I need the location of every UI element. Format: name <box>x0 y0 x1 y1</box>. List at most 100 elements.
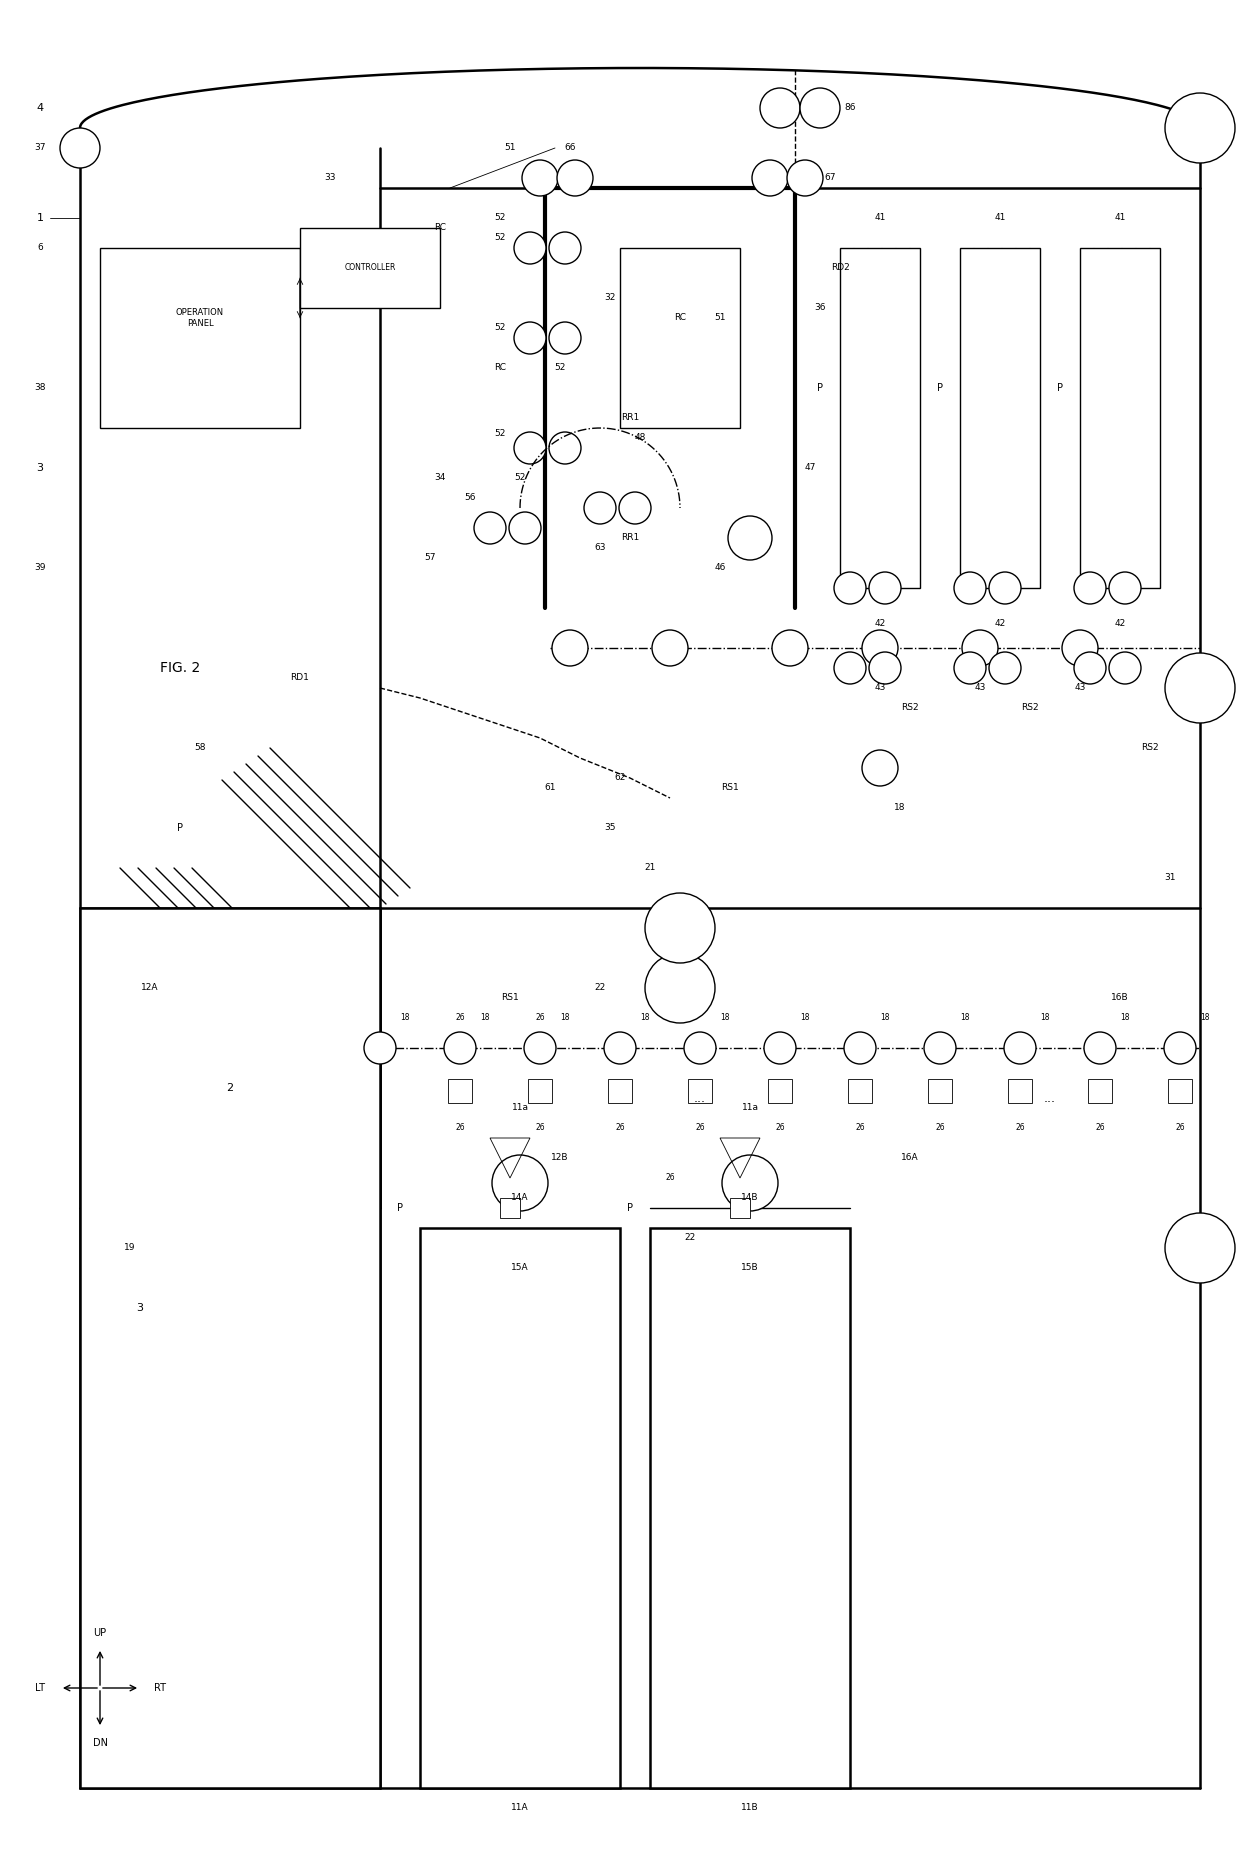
Circle shape <box>760 88 800 129</box>
Circle shape <box>862 749 898 786</box>
Text: 62: 62 <box>614 773 626 783</box>
Bar <box>768 1080 792 1102</box>
Text: P: P <box>627 1203 632 1212</box>
Text: 14B: 14B <box>742 1194 759 1203</box>
Text: 1: 1 <box>36 213 43 222</box>
Text: 32: 32 <box>604 293 616 303</box>
Text: RC: RC <box>675 314 686 323</box>
Text: 86: 86 <box>844 103 856 112</box>
Text: 56: 56 <box>464 493 476 502</box>
Circle shape <box>990 652 1021 684</box>
Text: ...: ... <box>694 1091 706 1104</box>
Text: 12B: 12B <box>552 1154 569 1162</box>
Text: 18: 18 <box>960 1014 970 1022</box>
Text: 6: 6 <box>37 243 43 252</box>
Text: 19: 19 <box>124 1244 135 1253</box>
Text: 52: 52 <box>495 234 506 243</box>
Text: UP: UP <box>93 1629 107 1638</box>
Text: 26: 26 <box>536 1123 544 1132</box>
Circle shape <box>684 1031 715 1065</box>
Bar <box>650 1227 849 1788</box>
Text: OPERATION
PANEL: OPERATION PANEL <box>176 308 224 327</box>
Circle shape <box>60 129 100 168</box>
Circle shape <box>1166 654 1235 723</box>
Text: 18: 18 <box>560 1014 569 1022</box>
Circle shape <box>365 1031 396 1065</box>
Text: 18: 18 <box>1120 1014 1130 1022</box>
Text: 22: 22 <box>684 1233 696 1242</box>
Text: FIG. 2: FIG. 2 <box>160 661 200 674</box>
Text: 52: 52 <box>554 364 565 372</box>
Circle shape <box>722 1154 777 1210</box>
Text: 18: 18 <box>1200 1014 1209 1022</box>
Text: 35: 35 <box>604 824 616 833</box>
Text: 26: 26 <box>935 1123 945 1132</box>
Text: 15B: 15B <box>742 1263 759 1272</box>
Text: 41: 41 <box>1115 213 1126 222</box>
Bar <box>448 1080 472 1102</box>
Circle shape <box>835 652 866 684</box>
Text: 11a: 11a <box>742 1104 759 1113</box>
Circle shape <box>492 1154 548 1210</box>
Circle shape <box>645 953 715 1024</box>
Text: 11A: 11A <box>511 1803 528 1812</box>
Text: 52: 52 <box>495 213 506 222</box>
Text: 47: 47 <box>805 463 816 473</box>
Text: 26: 26 <box>856 1123 864 1132</box>
Text: 18: 18 <box>880 1014 889 1022</box>
Text: 26: 26 <box>1095 1123 1105 1132</box>
Circle shape <box>1004 1031 1035 1065</box>
Circle shape <box>800 88 839 129</box>
Text: P: P <box>397 1203 403 1212</box>
Text: 18: 18 <box>480 1014 490 1022</box>
Text: 43: 43 <box>1074 684 1086 693</box>
Bar <box>928 1080 952 1102</box>
Text: 15A: 15A <box>511 1263 528 1272</box>
Circle shape <box>869 652 901 684</box>
Circle shape <box>584 491 616 525</box>
Text: 3: 3 <box>136 1304 144 1313</box>
Text: 16A: 16A <box>901 1154 919 1162</box>
Text: 18: 18 <box>720 1014 729 1022</box>
Text: 21: 21 <box>645 863 656 872</box>
Bar <box>1080 248 1159 588</box>
Text: RC: RC <box>434 224 446 232</box>
Circle shape <box>549 432 582 463</box>
Circle shape <box>522 161 558 196</box>
Circle shape <box>1109 652 1141 684</box>
Text: 43: 43 <box>874 684 885 693</box>
Text: 18: 18 <box>894 803 905 813</box>
Circle shape <box>990 572 1021 603</box>
Text: ...: ... <box>1044 1091 1056 1104</box>
Text: 26: 26 <box>455 1014 465 1022</box>
Text: RT: RT <box>154 1683 166 1692</box>
Circle shape <box>645 893 715 964</box>
Text: 51: 51 <box>505 144 516 153</box>
Text: RS2: RS2 <box>1022 704 1039 712</box>
Text: 26: 26 <box>775 1123 785 1132</box>
Text: 41: 41 <box>994 213 1006 222</box>
Text: 16B: 16B <box>1111 994 1128 1003</box>
Text: 48: 48 <box>635 433 646 443</box>
Text: 36: 36 <box>815 303 826 312</box>
Text: P: P <box>937 383 942 392</box>
Text: RS2: RS2 <box>1141 743 1159 753</box>
Text: 37: 37 <box>35 144 46 153</box>
Circle shape <box>1074 572 1106 603</box>
Circle shape <box>764 1031 796 1065</box>
Text: 57: 57 <box>424 553 435 562</box>
Text: 42: 42 <box>994 618 1006 628</box>
Circle shape <box>515 232 546 263</box>
Bar <box>81 908 379 1788</box>
Circle shape <box>862 630 898 667</box>
Circle shape <box>515 321 546 355</box>
Text: 26: 26 <box>536 1014 544 1022</box>
Circle shape <box>508 512 541 544</box>
Bar <box>730 1197 750 1218</box>
Circle shape <box>604 1031 636 1065</box>
Text: 51: 51 <box>714 314 725 323</box>
Circle shape <box>557 161 593 196</box>
Text: 18: 18 <box>640 1014 650 1022</box>
Text: 41: 41 <box>874 213 885 222</box>
Bar <box>848 1080 872 1102</box>
